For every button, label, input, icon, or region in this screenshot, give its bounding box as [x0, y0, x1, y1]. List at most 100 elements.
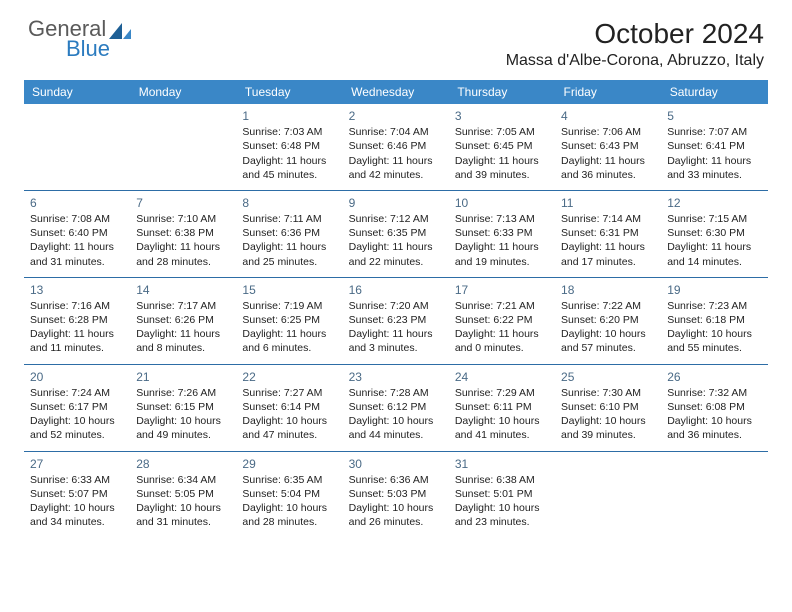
sunset-text: Sunset: 6:33 PM: [455, 226, 549, 240]
calendar-empty-cell: [555, 451, 661, 537]
sunrise-text: Sunrise: 7:17 AM: [136, 299, 230, 313]
sunset-text: Sunset: 5:03 PM: [349, 487, 443, 501]
daylight-text: and 36 minutes.: [561, 168, 655, 182]
weekday-header: Wednesday: [343, 80, 449, 104]
day-number: 1: [242, 108, 336, 124]
day-number: 17: [455, 282, 549, 298]
weekday-header: Monday: [130, 80, 236, 104]
calendar-day-cell: 25Sunrise: 7:30 AMSunset: 6:10 PMDayligh…: [555, 364, 661, 451]
sunset-text: Sunset: 5:01 PM: [455, 487, 549, 501]
daylight-text: Daylight: 10 hours: [242, 414, 336, 428]
sunset-text: Sunset: 6:22 PM: [455, 313, 549, 327]
daylight-text: Daylight: 11 hours: [455, 240, 549, 254]
day-number: 22: [242, 369, 336, 385]
sunset-text: Sunset: 6:43 PM: [561, 139, 655, 153]
sunrise-text: Sunrise: 7:12 AM: [349, 212, 443, 226]
sunrise-text: Sunrise: 7:08 AM: [30, 212, 124, 226]
daylight-text: Daylight: 10 hours: [455, 414, 549, 428]
day-number: 3: [455, 108, 549, 124]
calendar-empty-cell: [24, 104, 130, 190]
day-number: 5: [667, 108, 761, 124]
daylight-text: and 0 minutes.: [455, 341, 549, 355]
sunset-text: Sunset: 6:20 PM: [561, 313, 655, 327]
sunrise-text: Sunrise: 7:29 AM: [455, 386, 549, 400]
calendar-day-cell: 19Sunrise: 7:23 AMSunset: 6:18 PMDayligh…: [661, 277, 767, 364]
day-number: 19: [667, 282, 761, 298]
daylight-text: and 6 minutes.: [242, 341, 336, 355]
header: General Blue October 2024 Massa d'Albe-C…: [0, 0, 792, 74]
daylight-text: Daylight: 11 hours: [349, 327, 443, 341]
weekday-header: Tuesday: [236, 80, 342, 104]
sunrise-text: Sunrise: 7:23 AM: [667, 299, 761, 313]
calendar-empty-cell: [661, 451, 767, 537]
calendar-day-cell: 11Sunrise: 7:14 AMSunset: 6:31 PMDayligh…: [555, 190, 661, 277]
sunrise-text: Sunrise: 7:32 AM: [667, 386, 761, 400]
day-number: 27: [30, 456, 124, 472]
sunset-text: Sunset: 6:08 PM: [667, 400, 761, 414]
daylight-text: and 28 minutes.: [242, 515, 336, 529]
sunset-text: Sunset: 6:36 PM: [242, 226, 336, 240]
calendar-day-cell: 12Sunrise: 7:15 AMSunset: 6:30 PMDayligh…: [661, 190, 767, 277]
daylight-text: and 45 minutes.: [242, 168, 336, 182]
calendar-day-cell: 15Sunrise: 7:19 AMSunset: 6:25 PMDayligh…: [236, 277, 342, 364]
day-number: 21: [136, 369, 230, 385]
calendar-week-row: 20Sunrise: 7:24 AMSunset: 6:17 PMDayligh…: [24, 364, 768, 451]
calendar-day-cell: 4Sunrise: 7:06 AMSunset: 6:43 PMDaylight…: [555, 104, 661, 190]
sunset-text: Sunset: 6:17 PM: [30, 400, 124, 414]
daylight-text: and 14 minutes.: [667, 255, 761, 269]
sunrise-text: Sunrise: 7:04 AM: [349, 125, 443, 139]
calendar-week-row: 13Sunrise: 7:16 AMSunset: 6:28 PMDayligh…: [24, 277, 768, 364]
daylight-text: and 8 minutes.: [136, 341, 230, 355]
calendar-day-cell: 14Sunrise: 7:17 AMSunset: 6:26 PMDayligh…: [130, 277, 236, 364]
sunset-text: Sunset: 6:11 PM: [455, 400, 549, 414]
day-number: 18: [561, 282, 655, 298]
sail-icon: [109, 23, 131, 44]
daylight-text: Daylight: 11 hours: [136, 240, 230, 254]
day-number: 13: [30, 282, 124, 298]
calendar-day-cell: 8Sunrise: 7:11 AMSunset: 6:36 PMDaylight…: [236, 190, 342, 277]
calendar-day-cell: 29Sunrise: 6:35 AMSunset: 5:04 PMDayligh…: [236, 451, 342, 537]
sunrise-text: Sunrise: 7:03 AM: [242, 125, 336, 139]
calendar-day-cell: 10Sunrise: 7:13 AMSunset: 6:33 PMDayligh…: [449, 190, 555, 277]
sunset-text: Sunset: 6:45 PM: [455, 139, 549, 153]
calendar-day-cell: 18Sunrise: 7:22 AMSunset: 6:20 PMDayligh…: [555, 277, 661, 364]
daylight-text: Daylight: 11 hours: [242, 327, 336, 341]
calendar-table: SundayMondayTuesdayWednesdayThursdayFrid…: [24, 80, 768, 537]
daylight-text: and 17 minutes.: [561, 255, 655, 269]
sunrise-text: Sunrise: 7:30 AM: [561, 386, 655, 400]
day-number: 25: [561, 369, 655, 385]
daylight-text: and 34 minutes.: [30, 515, 124, 529]
calendar-day-cell: 7Sunrise: 7:10 AMSunset: 6:38 PMDaylight…: [130, 190, 236, 277]
sunrise-text: Sunrise: 6:38 AM: [455, 473, 549, 487]
sunset-text: Sunset: 6:31 PM: [561, 226, 655, 240]
sunrise-text: Sunrise: 7:26 AM: [136, 386, 230, 400]
sunset-text: Sunset: 6:41 PM: [667, 139, 761, 153]
daylight-text: Daylight: 10 hours: [667, 327, 761, 341]
calendar-day-cell: 31Sunrise: 6:38 AMSunset: 5:01 PMDayligh…: [449, 451, 555, 537]
sunset-text: Sunset: 6:46 PM: [349, 139, 443, 153]
daylight-text: and 57 minutes.: [561, 341, 655, 355]
daylight-text: Daylight: 11 hours: [455, 327, 549, 341]
sunrise-text: Sunrise: 7:13 AM: [455, 212, 549, 226]
daylight-text: Daylight: 11 hours: [667, 240, 761, 254]
weekday-header: Friday: [555, 80, 661, 104]
sunset-text: Sunset: 6:40 PM: [30, 226, 124, 240]
daylight-text: Daylight: 11 hours: [349, 154, 443, 168]
calendar-day-cell: 22Sunrise: 7:27 AMSunset: 6:14 PMDayligh…: [236, 364, 342, 451]
daylight-text: Daylight: 11 hours: [242, 240, 336, 254]
daylight-text: Daylight: 10 hours: [561, 414, 655, 428]
day-number: 20: [30, 369, 124, 385]
day-number: 8: [242, 195, 336, 211]
sunrise-text: Sunrise: 7:07 AM: [667, 125, 761, 139]
day-number: 30: [349, 456, 443, 472]
sunrise-text: Sunrise: 7:11 AM: [242, 212, 336, 226]
daylight-text: and 55 minutes.: [667, 341, 761, 355]
daylight-text: Daylight: 11 hours: [30, 327, 124, 341]
sunrise-text: Sunrise: 7:14 AM: [561, 212, 655, 226]
sunset-text: Sunset: 6:25 PM: [242, 313, 336, 327]
daylight-text: and 19 minutes.: [455, 255, 549, 269]
calendar-day-cell: 26Sunrise: 7:32 AMSunset: 6:08 PMDayligh…: [661, 364, 767, 451]
calendar-day-cell: 13Sunrise: 7:16 AMSunset: 6:28 PMDayligh…: [24, 277, 130, 364]
calendar-day-cell: 30Sunrise: 6:36 AMSunset: 5:03 PMDayligh…: [343, 451, 449, 537]
daylight-text: Daylight: 11 hours: [30, 240, 124, 254]
